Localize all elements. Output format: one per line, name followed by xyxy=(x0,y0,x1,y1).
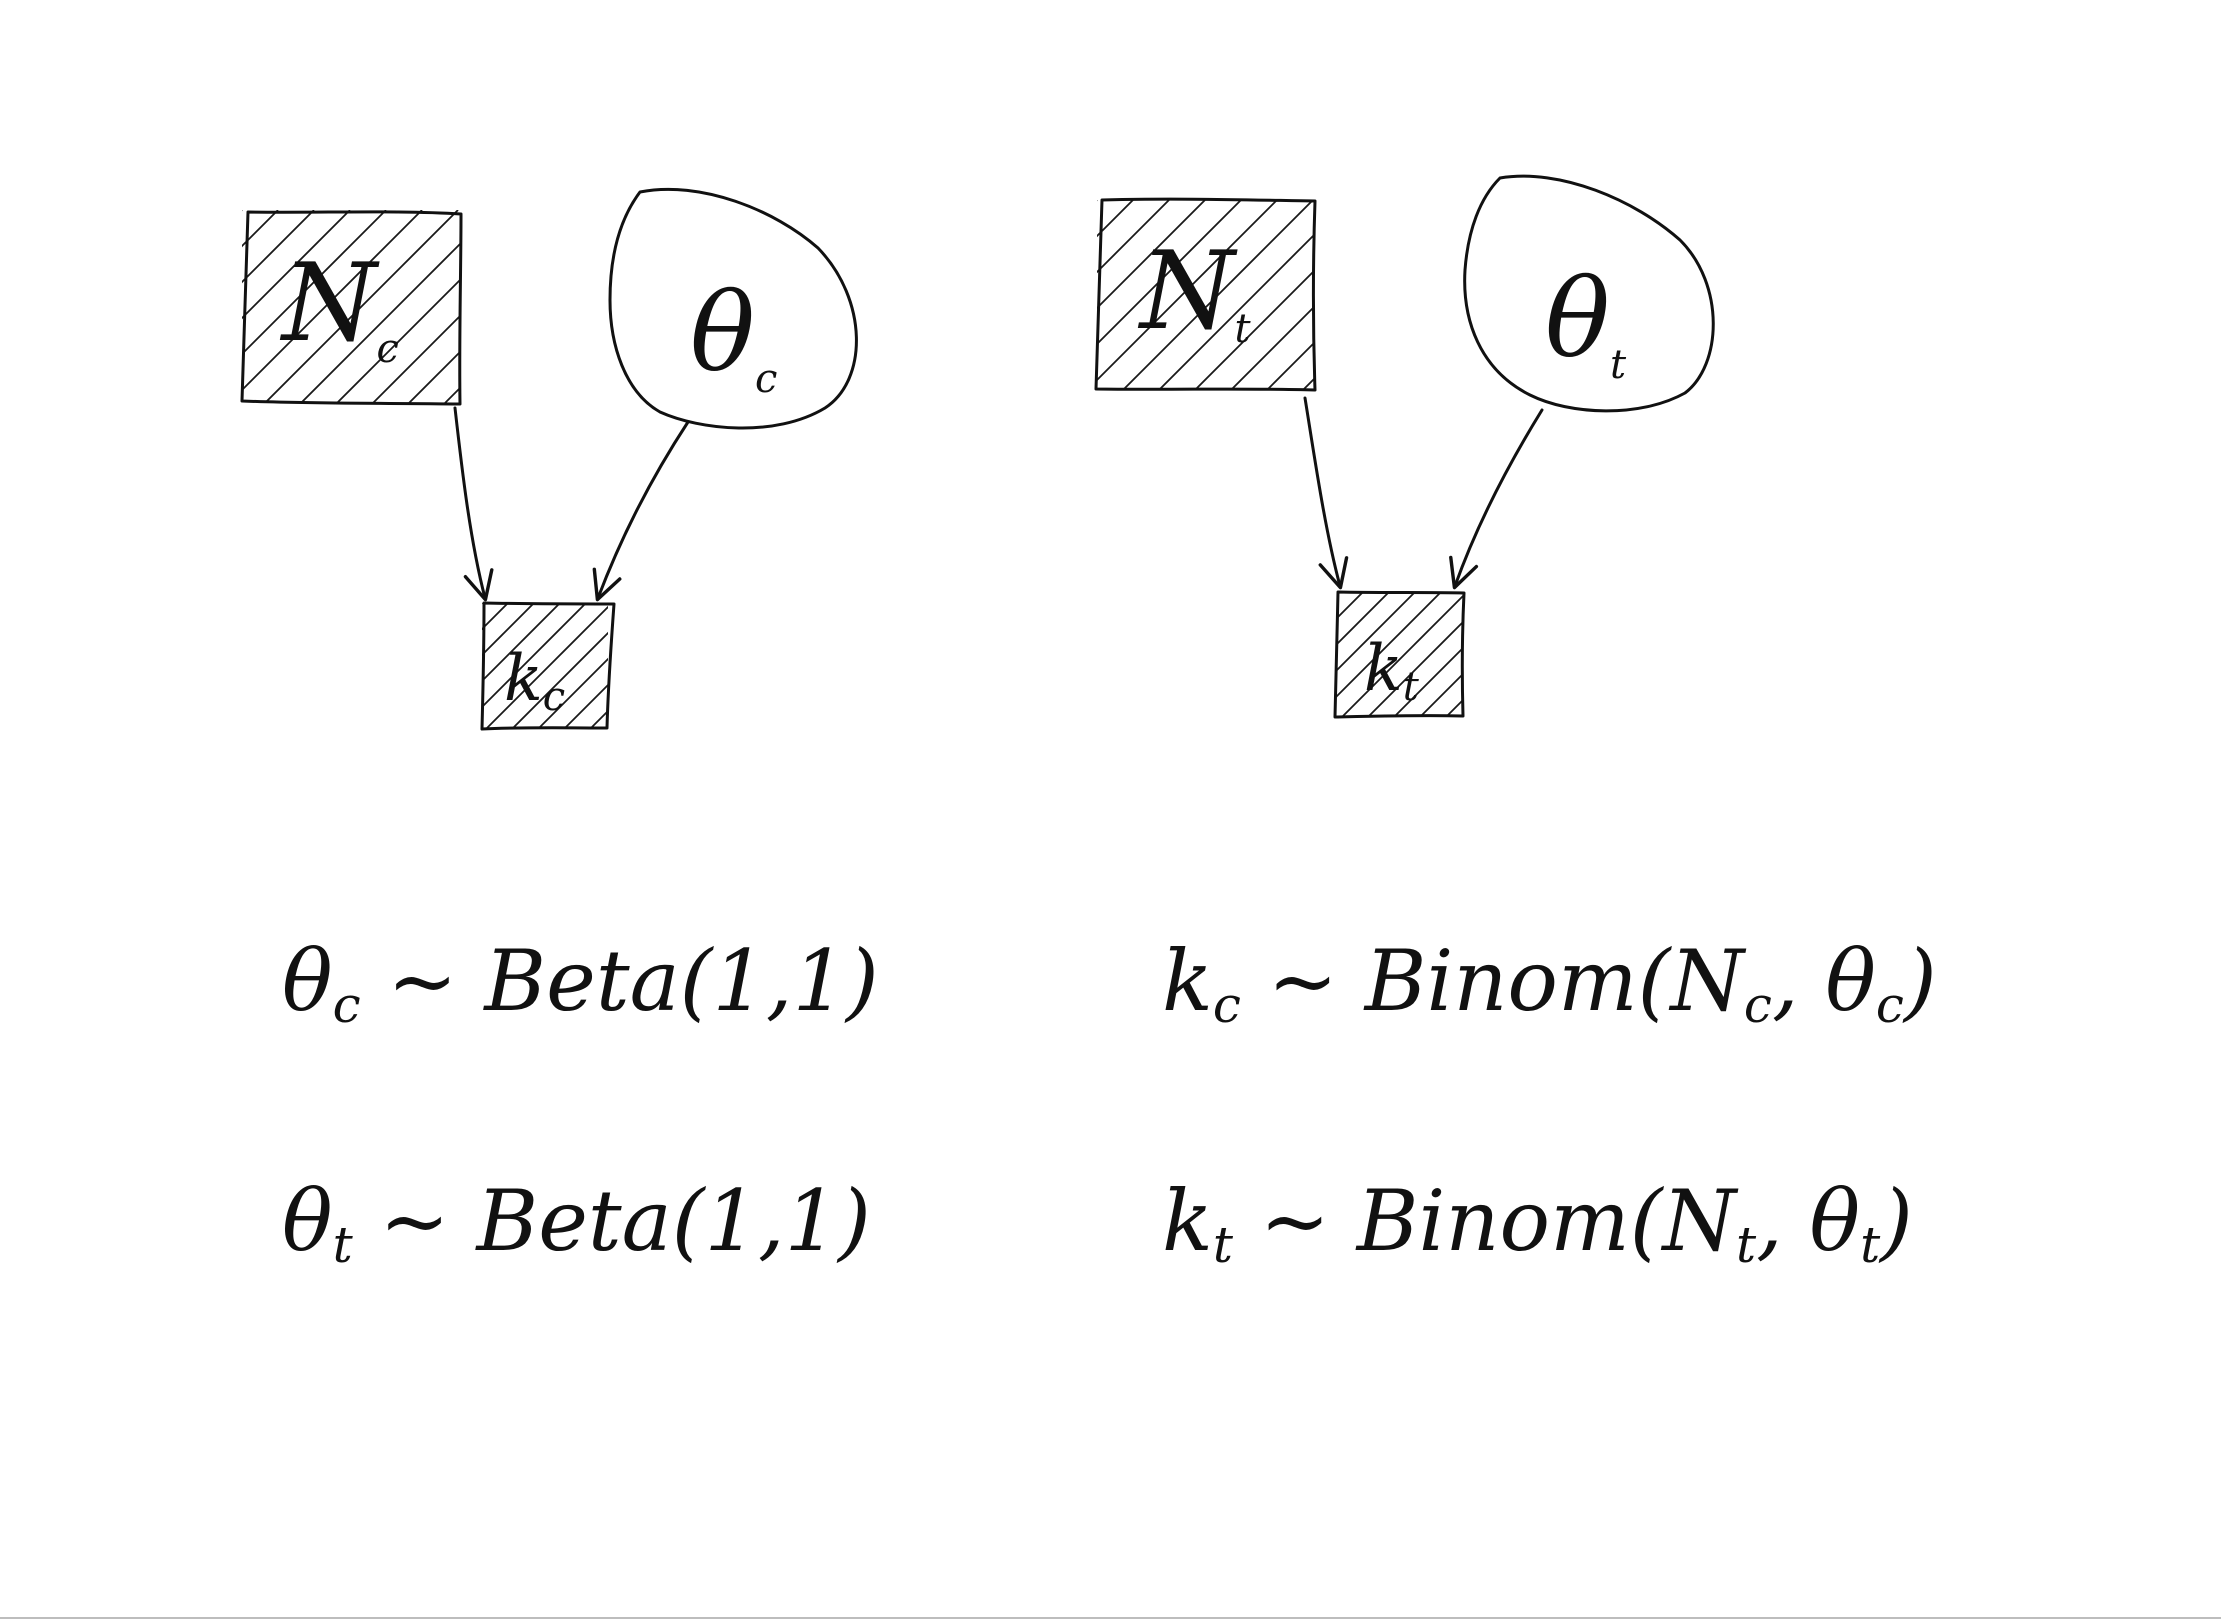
equation-kc-likelihood: kc ~ Binom(Nc, θc) xyxy=(1162,932,1937,1034)
equation-kt-likelihood: kt ~ Binom(Nt, θt) xyxy=(1162,1172,1913,1274)
node-theta-t-label: θt xyxy=(1545,257,1627,388)
equation-theta-c-prior: θc ~ Beta(1,1) xyxy=(282,932,879,1034)
node-theta-t: θt xyxy=(1463,174,1715,413)
node-kt-hatch xyxy=(1337,592,1463,716)
node-kc-hatch xyxy=(482,603,608,729)
edge-Nt-to-kt xyxy=(1303,396,1349,590)
node-Nc-hatch xyxy=(242,210,460,403)
edge-Nc-to-kc xyxy=(453,406,494,602)
node-theta-c-circle xyxy=(608,187,858,430)
node-Nc: Nc xyxy=(240,210,463,406)
node-theta-t-circle xyxy=(1463,174,1715,413)
node-Nc-box xyxy=(240,210,463,406)
node-kt-box xyxy=(1333,590,1466,719)
node-Nt: Nt xyxy=(1094,197,1317,392)
node-theta-c: θc xyxy=(608,187,858,430)
node-Nt-label: Nt xyxy=(1137,229,1252,354)
node-kt-label: kt xyxy=(1364,632,1420,710)
edge-theta-t-to-kt xyxy=(1449,408,1544,590)
equations: θc ~ Beta(1,1) kc ~ Binom(Nc, θc) θt ~ B… xyxy=(282,932,1937,1274)
node-Nc-label: Nc xyxy=(279,241,399,372)
node-kc-label: kc xyxy=(504,642,565,720)
equation-theta-t-prior: θt ~ Beta(1,1) xyxy=(282,1172,871,1274)
node-Nt-box xyxy=(1094,197,1317,392)
node-theta-c-label: θc xyxy=(690,271,777,402)
node-kt: kt xyxy=(1333,590,1466,719)
edge-theta-c-to-kc xyxy=(592,420,690,602)
node-kc: kc xyxy=(480,601,616,731)
node-kc-box xyxy=(480,601,616,731)
